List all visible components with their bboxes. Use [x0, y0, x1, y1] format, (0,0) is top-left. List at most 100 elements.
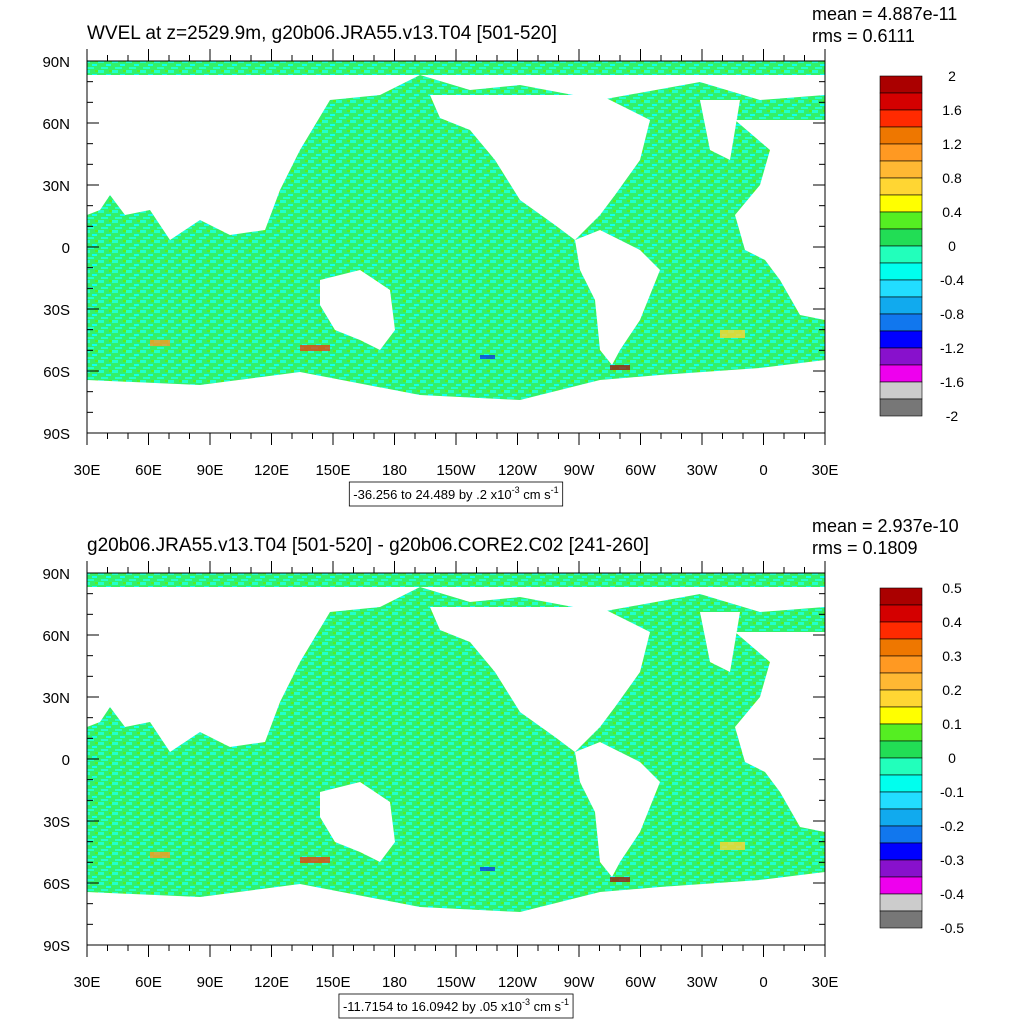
colorbar-box [879, 245, 923, 264]
colorbar-box [879, 910, 923, 929]
x-tick-label: 90E [197, 974, 224, 991]
colorbar-box [879, 347, 923, 366]
x-tick-label: 90W [564, 462, 596, 479]
info-segment: -11.7154 to 16.0942 by .05 x10 [343, 999, 522, 1014]
y-tick-label: 90S [43, 426, 70, 443]
panel-title: WVEL at z=2529.9m, g20b06.JRA55.v13.T04 … [87, 23, 557, 44]
x-tick-label: 150W [436, 462, 476, 479]
colorbar-label: -0.4 [940, 272, 964, 288]
x-tick-label: 90E [197, 462, 224, 479]
colorbar-label: 0.2 [942, 682, 962, 698]
colorbar-label: -0.2 [940, 818, 964, 834]
colorbar-box [879, 740, 923, 759]
colorbar-label: 0.3 [942, 648, 962, 664]
colorbar-box [879, 638, 923, 657]
colorbar-box [879, 194, 923, 213]
colorbar-box [879, 330, 923, 349]
colorbar-box [879, 876, 923, 895]
colorbar-label: -2 [946, 408, 959, 424]
mean-text: mean = 4.887e-11 [812, 4, 957, 24]
y-tick-label: 60S [43, 364, 70, 381]
colorbar-box [879, 313, 923, 332]
colorbar-box [879, 109, 923, 128]
x-tick-label: 0 [759, 462, 767, 479]
colorbar-label: 1.2 [942, 136, 962, 152]
colorbar-label: -0.3 [940, 852, 964, 868]
y-tick-label: 0 [62, 752, 70, 769]
panel-title: g20b06.JRA55.v13.T04 [501-520] - g20b06.… [87, 535, 649, 556]
x-tick-label: 60E [135, 974, 162, 991]
colorbar-box [879, 774, 923, 793]
colorbar-box [879, 296, 923, 315]
colorbar-box [879, 689, 923, 708]
x-tick-label: 30W [687, 974, 719, 991]
colorbar-label: 1.6 [942, 102, 962, 118]
colorbar-box [879, 143, 923, 162]
x-tick-label: 120E [254, 974, 289, 991]
x-tick-label: 120E [254, 462, 289, 479]
colorbar-box [879, 723, 923, 742]
mean-text: mean = 2.937e-10 [812, 516, 959, 536]
colorbar-box [879, 825, 923, 844]
colorbar-label: 0 [948, 750, 956, 766]
colorbar-box [879, 757, 923, 776]
colorbar-box [879, 587, 923, 606]
colorbar-box [879, 92, 923, 111]
info-box [338, 993, 574, 1019]
y-tick-label: 90N [42, 54, 70, 71]
colorbar-box [879, 75, 923, 94]
colorbar-box [879, 706, 923, 725]
x-tick-label: 30E [812, 462, 839, 479]
colorbar-label: -1.6 [940, 374, 964, 390]
panel: WVEL at z=2529.9m, g20b06.JRA55.v13.T04 … [42, 4, 964, 507]
colorbar-box [879, 398, 923, 417]
colorbar-box [879, 160, 923, 179]
y-tick-label: 30S [43, 302, 70, 319]
x-tick-label: 150E [315, 974, 350, 991]
x-tick-label: 120W [498, 974, 538, 991]
colorbar-label: 0.8 [942, 170, 962, 186]
colorbar-label: 2 [948, 68, 956, 84]
colorbar-box [879, 672, 923, 691]
info-segment: cm s [520, 487, 552, 502]
colorbar-box [879, 177, 923, 196]
y-tick-label: 30N [42, 690, 70, 707]
x-tick-label: 120W [498, 462, 538, 479]
colorbar-label: 0.4 [942, 204, 962, 220]
y-tick-label: 30S [43, 814, 70, 831]
x-tick-label: 60E [135, 462, 162, 479]
x-tick-label: 30E [812, 974, 839, 991]
info-superscript: -3 [512, 485, 520, 495]
info-superscript: -3 [522, 997, 530, 1007]
colorbar-box [879, 604, 923, 623]
y-tick-label: 30N [42, 178, 70, 195]
colorbar-label: -0.4 [940, 886, 964, 902]
colorbar-box [879, 791, 923, 810]
info-box [348, 481, 564, 507]
colorbar-box [879, 211, 923, 230]
x-tick-label: 180 [382, 462, 407, 479]
y-tick-label: 0 [62, 240, 70, 257]
y-tick-label: 90S [43, 938, 70, 955]
colorbar-box [879, 262, 923, 281]
x-tick-label: 180 [382, 974, 407, 991]
colorbar-label: 0.4 [942, 614, 962, 630]
colorbar-box [879, 621, 923, 640]
y-tick-label: 60N [42, 116, 70, 133]
info-superscript: -1 [561, 997, 569, 1007]
colorbar-label: -0.5 [940, 920, 964, 936]
y-tick-label: 90N [42, 566, 70, 583]
x-tick-label: 150W [436, 974, 476, 991]
colorbar-label: 0.5 [942, 580, 962, 596]
colorbar-label: 0.1 [942, 716, 962, 732]
y-tick-label: 60N [42, 628, 70, 645]
colorbar-box [879, 808, 923, 827]
colorbar-box [879, 842, 923, 861]
colorbar-box [879, 228, 923, 247]
colorbar-box [879, 364, 923, 383]
x-tick-label: 60W [625, 462, 657, 479]
x-tick-label: 30W [687, 462, 719, 479]
x-tick-label: 150E [315, 462, 350, 479]
y-tick-label: 60S [43, 876, 70, 893]
colorbar-label: -1.2 [940, 340, 964, 356]
